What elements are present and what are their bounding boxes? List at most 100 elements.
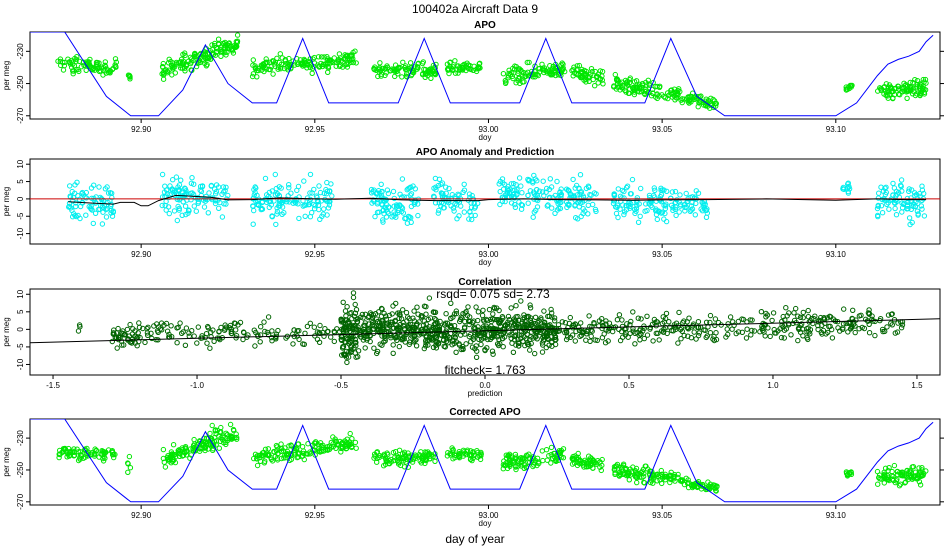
data-point xyxy=(249,73,256,80)
data-point xyxy=(471,334,477,340)
data-point xyxy=(892,197,899,204)
data-point xyxy=(848,471,855,477)
data-point xyxy=(393,202,400,208)
data-point xyxy=(227,322,234,329)
data-point xyxy=(891,462,898,469)
data-point xyxy=(899,89,905,95)
data-point xyxy=(890,180,896,187)
data-point xyxy=(121,332,127,338)
y-tick-label: -250 xyxy=(16,75,25,92)
data-point xyxy=(99,221,106,227)
data-point xyxy=(288,443,295,449)
data-point xyxy=(703,486,709,493)
data-point xyxy=(189,190,195,196)
series-fit xyxy=(30,318,940,344)
data-point xyxy=(917,482,924,488)
data-point xyxy=(919,206,925,212)
data-point xyxy=(627,191,634,197)
data-point xyxy=(72,182,78,188)
data-point xyxy=(453,349,459,355)
data-point xyxy=(703,214,710,221)
data-point xyxy=(518,298,524,304)
data-point xyxy=(443,311,449,317)
data-point xyxy=(624,183,631,189)
data-point xyxy=(812,313,818,319)
data-point xyxy=(872,318,878,325)
data-point xyxy=(629,176,636,183)
data-point xyxy=(288,190,294,196)
data-point xyxy=(171,452,177,459)
data-point xyxy=(81,447,88,453)
data-point xyxy=(257,458,264,464)
data-point xyxy=(215,40,222,47)
data-point xyxy=(330,443,337,450)
data-point xyxy=(520,456,526,462)
data-point xyxy=(456,213,462,219)
data-point xyxy=(272,171,278,178)
data-point xyxy=(541,308,547,314)
data-point xyxy=(316,339,323,345)
data-point xyxy=(903,82,909,88)
data-point xyxy=(758,309,765,315)
data-point xyxy=(459,65,466,72)
data-point xyxy=(893,188,900,195)
data-point xyxy=(650,90,656,97)
data-point xyxy=(614,317,621,323)
data-point xyxy=(575,71,581,77)
data-point xyxy=(623,89,629,95)
data-point xyxy=(160,60,167,67)
data-point xyxy=(410,315,416,321)
data-point xyxy=(179,330,185,336)
data-point xyxy=(767,333,773,340)
data-point xyxy=(613,210,620,217)
data-point xyxy=(120,330,126,337)
data-point xyxy=(633,208,639,214)
data-point xyxy=(524,315,530,321)
data-point xyxy=(748,332,754,338)
data-point xyxy=(174,217,181,224)
data-point xyxy=(499,176,506,182)
data-point xyxy=(580,206,586,212)
data-point xyxy=(222,46,229,52)
data-point xyxy=(559,319,565,325)
data-point xyxy=(733,330,739,337)
data-point xyxy=(390,303,396,309)
data-point xyxy=(215,36,222,42)
data-point xyxy=(254,462,261,469)
data-point xyxy=(222,322,228,328)
data-point xyxy=(375,328,382,334)
data-point xyxy=(552,69,559,76)
data-point xyxy=(634,479,640,486)
data-point xyxy=(476,64,482,70)
data-point xyxy=(56,454,62,461)
x-tick-label: 92.95 xyxy=(305,250,326,259)
data-point xyxy=(829,326,835,333)
data-point xyxy=(263,59,269,65)
data-point xyxy=(585,74,591,80)
data-point xyxy=(443,184,449,190)
data-point xyxy=(540,342,546,348)
data-point xyxy=(273,221,279,228)
data-point xyxy=(103,206,109,213)
data-point xyxy=(907,221,913,228)
data-point xyxy=(672,324,678,330)
data-point xyxy=(414,304,420,310)
data-point xyxy=(797,314,804,320)
data-point xyxy=(693,336,699,342)
data-point xyxy=(148,330,154,336)
data-point xyxy=(711,333,717,340)
data-point xyxy=(204,61,210,68)
data-point xyxy=(599,325,605,332)
data-point xyxy=(338,317,344,323)
data-point xyxy=(177,320,183,326)
data-point xyxy=(223,201,229,207)
panel-title: Corrected APO xyxy=(449,407,521,418)
panels: APO 92.90 92.95 93.00 93.05 93.10 -230 -250 -270… xyxy=(2,20,944,528)
data-point xyxy=(113,63,119,70)
data-point xyxy=(393,334,400,340)
data-point xyxy=(572,321,579,328)
data-point xyxy=(166,56,172,62)
plot-frame xyxy=(29,158,941,245)
data-point xyxy=(163,320,170,327)
data-point xyxy=(189,175,195,181)
